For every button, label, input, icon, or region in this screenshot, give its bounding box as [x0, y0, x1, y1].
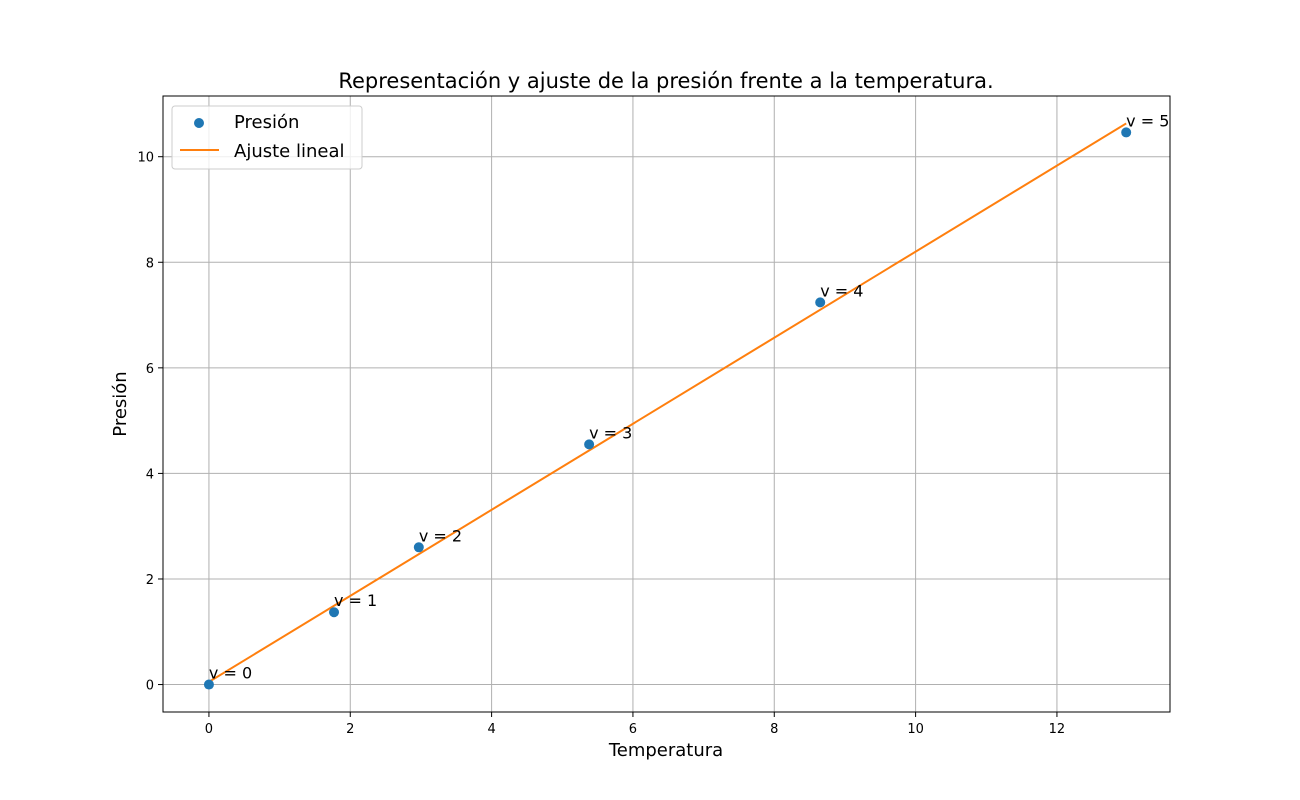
legend: Presión Ajuste lineal	[171, 105, 363, 170]
data-point	[815, 297, 826, 308]
x-tick-label: 12	[1049, 722, 1066, 737]
point-label: v = 2	[419, 526, 462, 545]
fit-line-layer	[208, 122, 1127, 683]
legend-label-presion: Presión	[234, 112, 299, 133]
y-tick-label: 6	[146, 362, 154, 377]
x-tick-label: 10	[907, 722, 924, 737]
x-tick-label: 4	[487, 722, 495, 737]
y-tick-label: 10	[137, 151, 154, 166]
x-tick-label: 0	[205, 722, 213, 737]
scatter-points-layer	[203, 127, 1132, 690]
legend-marker-presion	[194, 118, 204, 128]
legend-box	[171, 105, 363, 170]
plot-area-frame	[162, 95, 1171, 713]
x-tick-label: 6	[629, 722, 637, 737]
point-label: v = 5	[1126, 111, 1169, 130]
point-label: v = 0	[209, 664, 252, 683]
x-axis-label: Temperatura	[608, 740, 723, 761]
data-point	[203, 679, 214, 690]
y-tick-label: 4	[146, 467, 154, 482]
point-annotations: v = 0 v = 1 v = 2 v = 3 v = 4 v = 5	[209, 111, 1169, 682]
grid-lines	[163, 96, 1170, 712]
x-axis-ticks: 0 2 4 6 8 10 12	[205, 712, 1065, 737]
y-tick-label: 2	[146, 573, 154, 588]
point-label: v = 3	[589, 423, 632, 442]
x-tick-label: 8	[770, 722, 778, 737]
y-tick-label: 8	[146, 256, 154, 271]
data-point	[584, 439, 595, 450]
point-label: v = 4	[820, 281, 863, 300]
chart-title: Representación y ajuste de la presión fr…	[338, 69, 993, 93]
y-axis-label: Presión	[110, 371, 131, 436]
fit-line	[208, 122, 1127, 683]
data-point	[329, 607, 340, 618]
y-tick-label: 0	[146, 679, 154, 694]
y-axis-ticks: 0 2 4 6 8 10	[137, 151, 163, 694]
data-point	[1121, 127, 1132, 138]
legend-label-ajuste: Ajuste lineal	[234, 141, 344, 162]
data-point	[413, 542, 424, 553]
x-tick-label: 2	[346, 722, 354, 737]
point-label: v = 1	[334, 591, 377, 610]
